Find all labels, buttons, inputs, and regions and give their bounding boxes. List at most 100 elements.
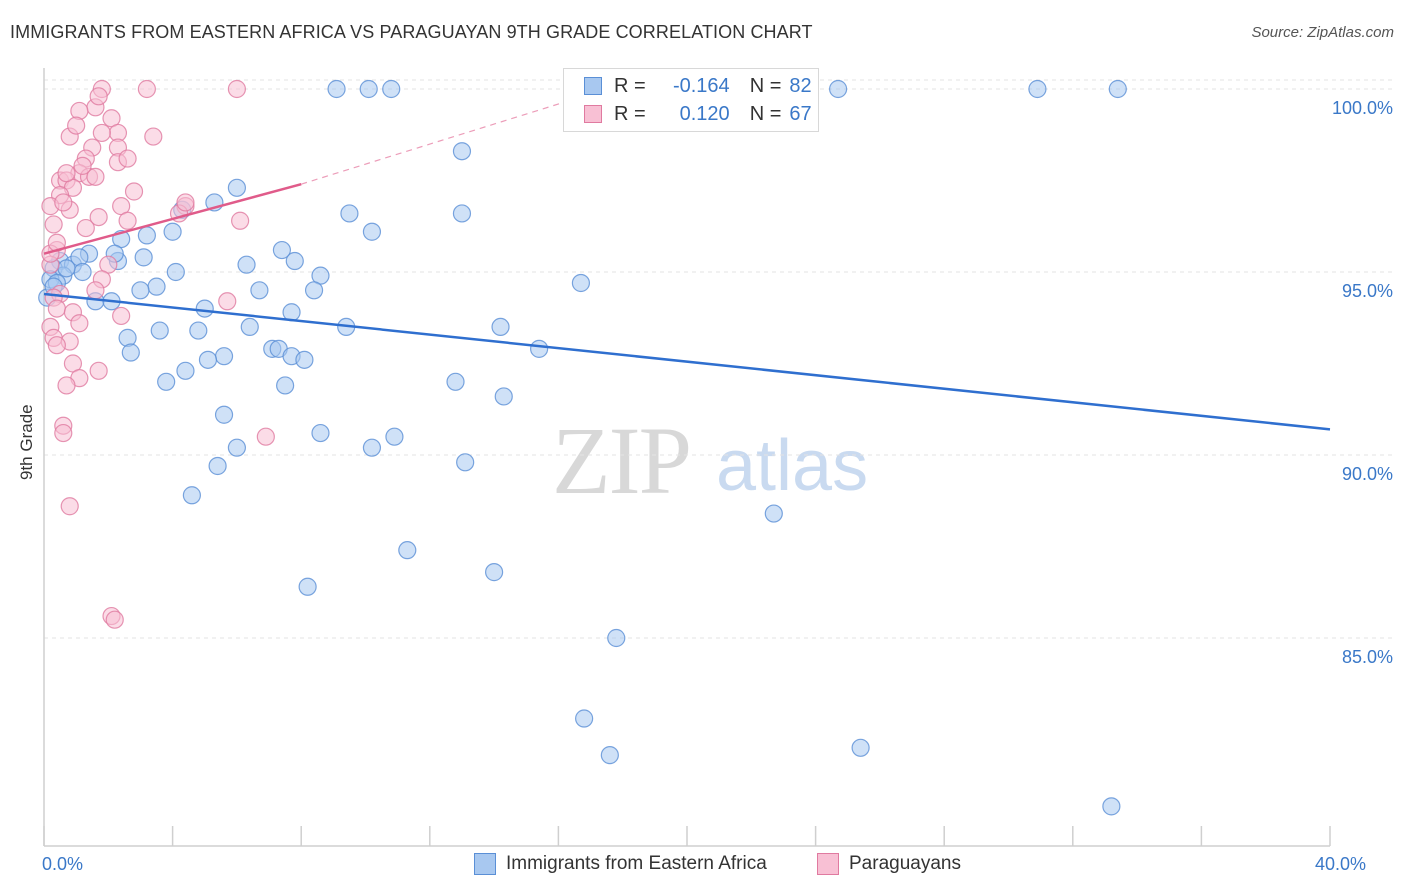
point-paraguayans bbox=[86, 167, 105, 186]
point-paraguayans bbox=[227, 79, 246, 99]
legend-swatch-blue bbox=[584, 77, 602, 95]
point-eastern-africa bbox=[485, 563, 504, 582]
point-eastern-africa bbox=[134, 248, 153, 267]
point-eastern-africa bbox=[272, 240, 292, 260]
point-eastern-africa bbox=[456, 453, 475, 472]
point-paraguayans bbox=[57, 164, 76, 183]
legend-n-value: 82 bbox=[789, 74, 812, 97]
point-paraguayans bbox=[89, 87, 108, 106]
bottom-legend-swatch-pink bbox=[817, 853, 839, 875]
point-paraguayans bbox=[54, 423, 73, 443]
point-eastern-africa bbox=[575, 709, 594, 728]
point-paraguayans bbox=[70, 314, 89, 333]
point-paraguayans bbox=[54, 193, 73, 212]
point-eastern-africa bbox=[362, 438, 382, 457]
point-eastern-africa bbox=[1028, 79, 1047, 99]
point-eastern-africa bbox=[150, 321, 169, 340]
watermark-zip: ZIP bbox=[552, 407, 692, 514]
trendline-paraguayans bbox=[43, 182, 302, 255]
source-label: Source: ZipAtlas.com bbox=[1251, 24, 1394, 41]
point-eastern-africa bbox=[237, 255, 256, 274]
point-eastern-africa bbox=[137, 226, 156, 245]
point-eastern-africa bbox=[214, 405, 234, 424]
point-eastern-africa bbox=[182, 486, 201, 505]
point-paraguayans bbox=[89, 208, 108, 227]
legend-r-label: R = bbox=[614, 74, 646, 97]
point-eastern-africa bbox=[227, 178, 246, 197]
y-tick-label: 100.0% bbox=[1332, 98, 1393, 118]
point-paraguayans bbox=[144, 127, 163, 146]
point-eastern-africa bbox=[227, 438, 246, 457]
point-eastern-africa bbox=[240, 317, 259, 336]
point-paraguayans bbox=[256, 427, 275, 446]
point-eastern-africa bbox=[295, 350, 314, 369]
point-eastern-africa bbox=[327, 79, 346, 99]
point-eastern-africa bbox=[163, 222, 182, 241]
point-eastern-africa bbox=[829, 79, 848, 99]
point-eastern-africa bbox=[73, 262, 92, 282]
point-paraguayans bbox=[67, 116, 86, 135]
point-eastern-africa bbox=[359, 79, 378, 99]
point-paraguayans bbox=[176, 193, 195, 212]
trendline-eastern-africa bbox=[43, 292, 1331, 431]
point-paraguayans bbox=[60, 497, 79, 516]
chart-title: IMMIGRANTS FROM EASTERN AFRICA VS PARAGU… bbox=[10, 22, 813, 42]
point-eastern-africa bbox=[195, 299, 214, 318]
point-paraguayans bbox=[118, 149, 137, 168]
point-paraguayans bbox=[44, 215, 63, 234]
point-eastern-africa bbox=[157, 372, 176, 391]
point-eastern-africa bbox=[1108, 79, 1127, 99]
watermark-atlas: atlas bbox=[716, 426, 869, 506]
bottom-legend-label: Immigrants from Eastern Africa bbox=[506, 853, 767, 874]
point-eastern-africa bbox=[208, 456, 227, 476]
point-eastern-africa bbox=[118, 328, 137, 347]
point-eastern-africa bbox=[304, 281, 324, 300]
point-eastern-africa bbox=[452, 142, 472, 161]
y-tick-label: 95.0% bbox=[1342, 281, 1393, 301]
legend-box: R = -0.164 N = 82 R = 0.120 N = 67 bbox=[563, 68, 819, 132]
point-eastern-africa bbox=[176, 361, 195, 380]
point-paraguayans bbox=[92, 123, 111, 143]
legend-row-eastern-africa: R = -0.164 N = 82 bbox=[584, 74, 812, 98]
point-eastern-africa bbox=[452, 204, 472, 223]
point-eastern-africa bbox=[311, 423, 330, 443]
bottom-legend-paraguayans: Paraguayans bbox=[817, 852, 961, 876]
point-eastern-africa bbox=[385, 427, 404, 446]
point-paraguayans bbox=[73, 156, 92, 175]
legend-n-label: N = bbox=[749, 74, 782, 97]
trendline-dashed-paraguayans bbox=[301, 88, 607, 185]
point-paraguayans bbox=[57, 376, 76, 395]
point-eastern-africa bbox=[57, 259, 76, 278]
y-tick-label: 90.0% bbox=[1342, 464, 1393, 484]
point-paraguayans bbox=[112, 306, 131, 326]
point-paraguayans bbox=[231, 211, 250, 230]
legend-swatch-pink bbox=[584, 105, 602, 123]
point-eastern-africa bbox=[121, 343, 140, 362]
point-paraguayans bbox=[47, 299, 66, 318]
point-eastern-africa bbox=[491, 317, 510, 336]
legend-row-paraguayans: R = 0.120 N = 67 bbox=[584, 102, 812, 126]
x-tick-label: 0.0% bbox=[42, 854, 83, 874]
point-paraguayans bbox=[76, 218, 95, 238]
point-eastern-africa bbox=[446, 372, 465, 391]
legend-r-value: -0.164 bbox=[672, 74, 730, 97]
point-paraguayans bbox=[86, 281, 105, 300]
point-paraguayans bbox=[89, 361, 108, 380]
point-paraguayans bbox=[47, 336, 66, 355]
point-eastern-africa bbox=[276, 376, 295, 395]
point-paraguayans bbox=[70, 101, 89, 121]
y-tick-label: 85.0% bbox=[1342, 647, 1393, 667]
point-eastern-africa bbox=[530, 339, 549, 358]
point-eastern-africa bbox=[250, 281, 269, 300]
point-eastern-africa bbox=[571, 273, 591, 293]
point-eastern-africa bbox=[851, 738, 870, 757]
point-eastern-africa bbox=[398, 541, 417, 560]
legend-r-label: R = bbox=[614, 102, 646, 125]
point-eastern-africa bbox=[166, 262, 185, 282]
legend-n-label: N = bbox=[749, 102, 782, 125]
point-eastern-africa bbox=[600, 746, 619, 765]
point-eastern-africa bbox=[340, 204, 359, 223]
point-eastern-africa bbox=[494, 387, 513, 406]
bottom-legend-eastern-africa: Immigrants from Eastern Africa bbox=[474, 852, 767, 876]
